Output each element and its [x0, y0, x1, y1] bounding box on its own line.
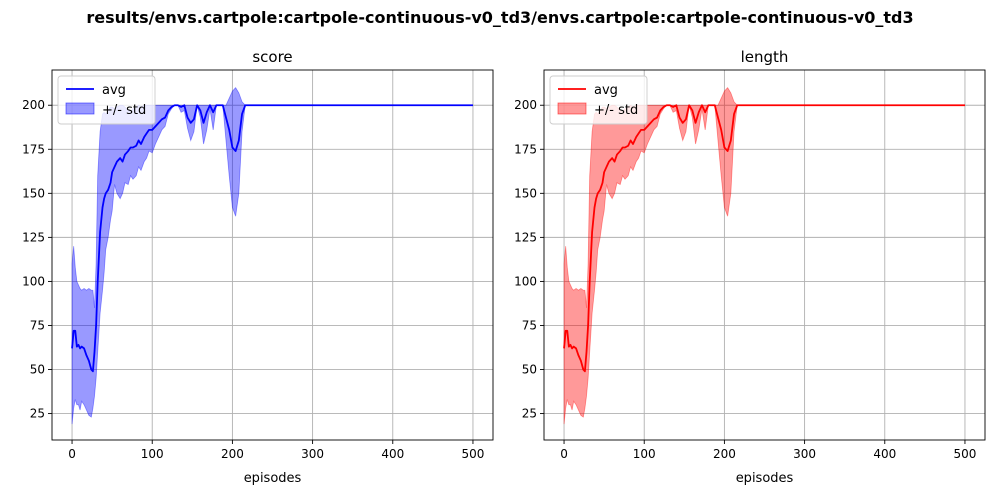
- series-std-band: [71, 86, 473, 425]
- y-tick-label: 150: [22, 186, 45, 200]
- x-tick-label: 500: [462, 447, 485, 461]
- chart-title: length: [741, 48, 789, 66]
- chart-title: score: [252, 48, 292, 66]
- y-tick-label: 175: [22, 142, 45, 156]
- x-tick-label: 500: [954, 447, 977, 461]
- series-avg-line: [71, 104, 473, 373]
- y-tick-label: 100: [22, 274, 45, 288]
- chart-panel-score: score 0 100 200 300 400 500 25 50 75 100 125 150 175 2…: [22, 48, 494, 486]
- chart-panel-length: length 0 100 200 300 400 500 25 50 75 100 125 150 175…: [514, 48, 986, 486]
- y-tick-label: 125: [22, 230, 45, 244]
- legend-std-label: +/- std: [594, 103, 638, 118]
- x-tick-label: 200: [221, 447, 244, 461]
- axes-frame: [543, 69, 986, 441]
- x-tick-label: 0: [560, 447, 568, 461]
- x-tick-label: 200: [713, 447, 736, 461]
- legend: avg +/- std: [57, 75, 156, 125]
- y-tick-label: 50: [522, 363, 537, 377]
- legend-box: [549, 75, 648, 125]
- x-tick-label: 0: [68, 447, 76, 461]
- figure-suptitle: results/envs.cartpole:cartpole-continuou…: [86, 8, 913, 27]
- y-tick-label: 100: [514, 274, 537, 288]
- legend-avg-label: avg: [594, 83, 618, 98]
- x-axis-label: episodes: [244, 471, 302, 486]
- legend-std-label: +/- std: [102, 103, 146, 118]
- y-tick-label: 175: [514, 142, 537, 156]
- y-tick-label: 200: [22, 98, 45, 112]
- x-tick-label: 300: [301, 447, 324, 461]
- x-tick-label: 100: [633, 447, 656, 461]
- x-tick-label: 300: [793, 447, 816, 461]
- y-tick-label: 125: [514, 230, 537, 244]
- x-tick-label: 400: [873, 447, 896, 461]
- axes-frame: [51, 69, 494, 441]
- series-std-band: [563, 86, 965, 425]
- legend-box: [57, 75, 156, 125]
- y-tick-label: 75: [30, 318, 45, 332]
- y-tick-label: 150: [514, 186, 537, 200]
- y-tick-label: 200: [514, 98, 537, 112]
- legend-avg-label: avg: [102, 83, 126, 98]
- x-tick-label: 100: [141, 447, 164, 461]
- series-avg-line: [563, 104, 965, 373]
- legend: avg +/- std: [549, 75, 648, 125]
- y-tick-label: 25: [30, 407, 45, 421]
- x-tick-label: 400: [381, 447, 404, 461]
- legend-std-swatch: [557, 102, 587, 115]
- y-tick-label: 25: [522, 407, 537, 421]
- x-axis-label: episodes: [736, 471, 794, 486]
- y-tick-label: 50: [30, 363, 45, 377]
- legend-std-swatch: [65, 102, 95, 115]
- y-tick-label: 75: [522, 318, 537, 332]
